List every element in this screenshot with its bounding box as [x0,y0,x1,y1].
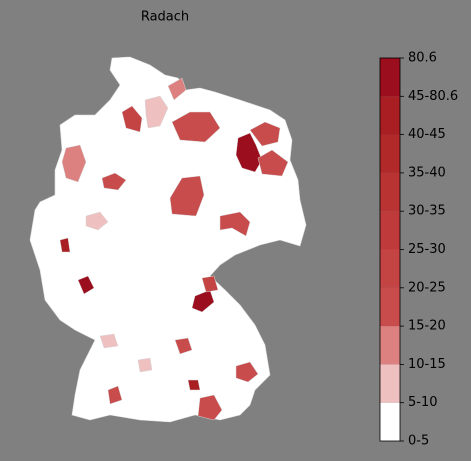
colorbar-segment [380,58,400,97]
colorbar-label: 0-5 [408,434,429,449]
district [197,394,223,421]
district [99,333,119,349]
district [174,337,193,355]
colorbar-label: 40-45 [408,127,446,142]
colorbar-segment [380,287,400,327]
district [59,237,71,253]
colorbar-segment [380,96,400,135]
germany-map [29,56,307,423]
colorbar-label: 20-25 [408,280,446,295]
map-title: Radach [141,10,189,25]
colorbar-segment [380,172,400,212]
district [235,361,259,383]
district [144,95,169,129]
colorbar: 0-5 5-10 10-15 15-20 20-25 25-30 30-35 35-40 40-… [379,51,458,449]
district [249,121,281,147]
districts [59,77,289,421]
colorbar-segment [380,134,400,173]
colorbar-segment [380,364,400,403]
colorbar-label: 80.6 [408,51,437,66]
colorbar-segment [380,211,400,250]
district [61,144,87,183]
district [85,211,109,231]
colorbar-label: 25-30 [408,242,446,257]
colorbar-segment [380,402,400,441]
colorbar-label: 45-80.6 [408,89,458,104]
district [121,105,143,133]
colorbar-label: 10-15 [408,357,446,372]
colorbar-label: 5-10 [408,395,438,410]
district [201,275,219,293]
colorbar-segment [380,249,400,288]
district [77,275,95,295]
district [137,357,153,373]
district [219,211,251,237]
colorbar-label: 30-35 [408,204,446,219]
district [167,77,187,101]
district [187,379,201,391]
district [169,175,205,217]
colorbar-segment [380,326,400,365]
district [171,111,221,143]
colorbar-label: 35-40 [408,165,446,180]
district [257,149,289,177]
district [107,385,123,405]
district [235,132,263,173]
colorbar-label: 15-20 [408,319,446,334]
district [101,172,127,191]
